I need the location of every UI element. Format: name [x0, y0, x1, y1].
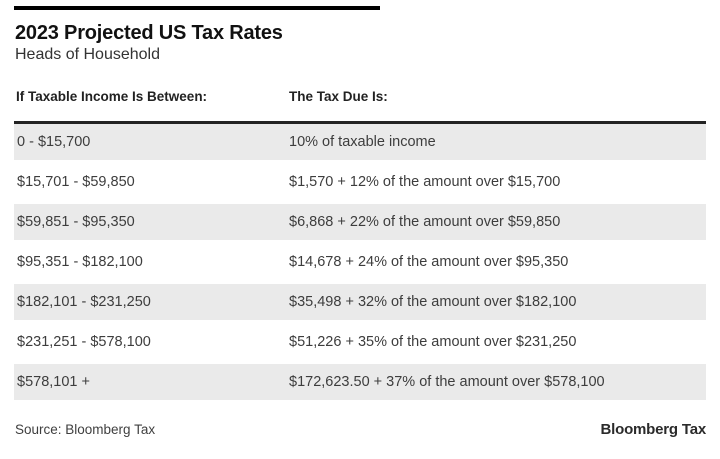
tax-table: 0 - $15,700 10% of taxable income $15,70… — [14, 124, 706, 400]
source-label: Source: Bloomberg Tax — [15, 422, 156, 437]
table-row: $231,251 - $578,100 $51,226 + 35% of the… — [14, 324, 706, 360]
table-row: $95,351 - $182,100 $14,678 + 24% of the … — [14, 244, 706, 280]
income-range-cell: 0 - $15,700 — [17, 134, 91, 150]
income-range-cell: $231,251 - $578,100 — [17, 334, 151, 350]
tax-rates-infographic: 2023 Projected US Tax Rates Heads of Hou… — [0, 6, 720, 438]
table-row: $182,101 - $231,250 $35,498 + 32% of the… — [14, 284, 706, 320]
table-header: If Taxable Income Is Between: The Tax Du… — [14, 89, 706, 105]
tax-due-cell: $51,226 + 35% of the amount over $231,25… — [289, 334, 577, 350]
footer: Source: Bloomberg Tax Bloomberg Tax — [14, 421, 706, 438]
page-subtitle: Heads of Household — [15, 46, 160, 63]
tax-due-cell: $6,868 + 22% of the amount over $59,850 — [289, 214, 561, 230]
tax-due-cell: $172,623.50 + 37% of the amount over $57… — [289, 374, 605, 390]
income-range-cell: $182,101 - $231,250 — [17, 294, 151, 310]
income-range-cell: $578,101 + — [17, 374, 90, 390]
tax-due-cell: $1,570 + 12% of the amount over $15,700 — [289, 174, 561, 190]
tax-due-cell: $35,498 + 32% of the amount over $182,10… — [289, 294, 577, 310]
table-row: 0 - $15,700 10% of taxable income — [14, 124, 706, 160]
income-range-cell: $15,701 - $59,850 — [17, 174, 135, 190]
column-header-tax: The Tax Due Is: — [289, 89, 388, 104]
header-rule — [14, 121, 706, 124]
income-range-cell: $95,351 - $182,100 — [17, 254, 143, 270]
table-row: $15,701 - $59,850 $1,570 + 12% of the am… — [14, 164, 706, 200]
top-accent-bar — [14, 6, 380, 10]
tax-due-cell: 10% of taxable income — [289, 134, 436, 150]
income-range-cell: $59,851 - $95,350 — [17, 214, 135, 230]
page-title: 2023 Projected US Tax Rates — [15, 22, 283, 44]
bloomberg-tax-logo: Bloomberg Tax — [600, 421, 707, 438]
table-row: $578,101 + $172,623.50 + 37% of the amou… — [14, 364, 706, 400]
column-header-income: If Taxable Income Is Between: — [16, 89, 208, 104]
table-row: $59,851 - $95,350 $6,868 + 22% of the am… — [14, 204, 706, 240]
tax-due-cell: $14,678 + 24% of the amount over $95,350 — [289, 254, 569, 270]
